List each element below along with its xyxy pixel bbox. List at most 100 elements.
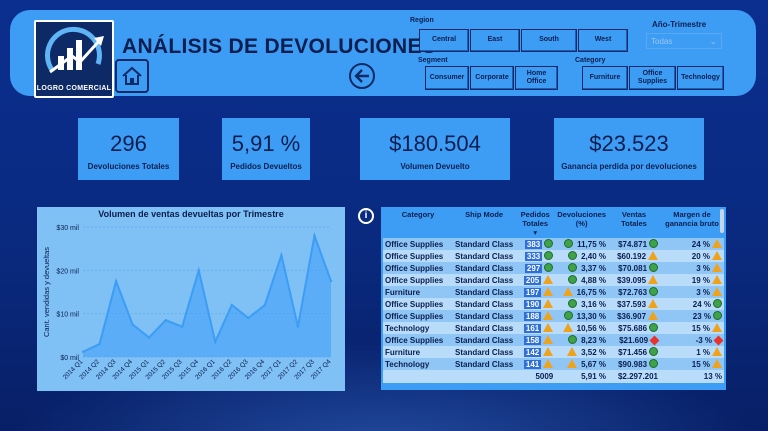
warning-triangle-icon: [543, 275, 554, 284]
column-header[interactable]: Category: [401, 210, 435, 219]
margen-value: -3 %: [695, 335, 713, 345]
returns-table: Category Ship Mode Pedidos Totales ▾ Devo…: [381, 207, 726, 390]
cell-category: Furniture: [383, 346, 453, 358]
cell-ship-mode: Standard Class: [453, 334, 516, 346]
ventas-value: $21.609: [619, 335, 649, 345]
ventas-value: $60.192: [617, 252, 647, 261]
back-button[interactable]: [349, 63, 375, 89]
devoluciones-value: 3,52 %: [581, 348, 607, 357]
segment-option-consumer[interactable]: Consumer: [425, 66, 469, 90]
table-row[interactable]: Office Supplies Standard Class 297 3,37 % $7…: [383, 262, 725, 274]
region-option-south[interactable]: South: [521, 29, 577, 52]
home-button[interactable]: [115, 59, 149, 93]
category-option-furniture[interactable]: Furniture: [582, 66, 628, 90]
kpi-ganancia-perdida: $23.523 Ganancia perdida por devolucione…: [554, 118, 704, 180]
column-header[interactable]: Ship Mode: [465, 210, 504, 219]
table-row[interactable]: Technology Standard Class 161 10,56 % $75.68…: [383, 322, 725, 334]
data-point: [98, 342, 101, 346]
warning-triangle-icon: [543, 359, 554, 368]
margen-value: 23 %: [692, 312, 712, 321]
data-point: [296, 325, 300, 328]
cell-margen: 19 %: [660, 274, 725, 286]
table-row[interactable]: Office Supplies Standard Class 205 4,88 % $3…: [383, 274, 725, 286]
table-row[interactable]: Furniture Standard Class 142 3,52 % $71.456 1…: [383, 346, 725, 358]
cell-pedidos: 205: [515, 274, 556, 286]
cell-pedidos: 188: [515, 310, 556, 322]
pedidos-value: 142: [523, 348, 542, 357]
cell-pedidos: 297: [515, 262, 556, 274]
cell-devoluciones: 4,88 %: [555, 274, 609, 286]
column-header[interactable]: Margen de ganancia bruto: [665, 210, 719, 228]
kpi-label: Ganancia perdida por devoluciones: [561, 162, 697, 171]
table-row[interactable]: Office Supplies Standard Class 383 11,75 % $…: [383, 238, 725, 250]
pedidos-value: 197: [523, 288, 542, 297]
cell-pedidos: 333: [515, 250, 556, 262]
cell-ship-mode: Standard Class: [453, 298, 516, 310]
table-row[interactable]: Office Supplies Standard Class 158 8,23 % $2…: [383, 334, 725, 346]
table-scrollbar[interactable]: [720, 209, 724, 233]
cell-devoluciones: 10,56 %: [555, 322, 609, 334]
green-circle-icon: [649, 263, 659, 272]
table-row[interactable]: Office Supplies Standard Class 190 3,16 % $3…: [383, 298, 725, 310]
column-header[interactable]: Ventas Totales: [621, 210, 647, 228]
cell-pedidos: 142: [515, 346, 556, 358]
category-option-technology[interactable]: Technology: [677, 66, 724, 90]
warning-triangle-icon: [648, 311, 659, 320]
green-circle-icon: [544, 251, 554, 260]
total-pedidos: 5009: [515, 370, 556, 383]
cell-margen: -3 %: [660, 334, 725, 346]
cell-devoluciones: 3,52 %: [555, 346, 609, 358]
warning-triangle-icon: [648, 251, 659, 260]
quarter-dropdown-value: Todas: [651, 37, 673, 46]
region-option-west[interactable]: West: [578, 29, 628, 52]
table-row[interactable]: Office Supplies Standard Class 188 13,30 % $…: [383, 310, 725, 322]
warning-triangle-icon: [648, 275, 659, 284]
category-option-office-supplies[interactable]: Office Supplies: [629, 66, 676, 90]
green-circle-icon: [568, 275, 578, 284]
data-point: [263, 303, 267, 307]
cell-margen: 23 %: [660, 310, 725, 322]
region-option-east[interactable]: East: [470, 29, 520, 52]
returns-area-chart[interactable]: Volumen de ventas devueltas por Trimestr…: [37, 207, 345, 391]
ventas-value: $36.907: [617, 312, 647, 321]
table-row[interactable]: Office Supplies Standard Class 333 2,40 % $6…: [383, 250, 725, 262]
segment-slicer-label: Segment: [418, 57, 448, 64]
cell-category: Office Supplies: [383, 298, 453, 310]
total-margen: 13 %: [660, 370, 725, 383]
segment-option-home-office[interactable]: Home Office: [515, 66, 558, 90]
quarter-dropdown[interactable]: Todas ⌄: [646, 33, 722, 49]
ventas-value: $72.763: [618, 288, 648, 297]
cell-ship-mode: Standard Class: [453, 250, 516, 262]
column-header[interactable]: Devoluciones (%): [557, 210, 607, 228]
cell-ventas: $74.871: [608, 238, 661, 250]
cell-margen: 1 %: [660, 346, 725, 358]
kpi-label: Volumen Devuelto: [400, 162, 470, 171]
pedidos-value: 141: [523, 360, 542, 369]
region-option-central[interactable]: Central: [419, 29, 469, 52]
page-title: ANÁLISIS DE DEVOLUCIONES: [122, 35, 437, 58]
cell-margen: 24 %: [660, 238, 725, 250]
devoluciones-value: 3,37 %: [581, 264, 607, 273]
table-row[interactable]: Furniture Standard Class 197 16,75 % $72.763…: [383, 286, 725, 298]
cell-ship-mode: Standard Class: [453, 286, 516, 298]
segment-option-corporate[interactable]: Corporate: [470, 66, 514, 90]
green-circle-icon: [544, 239, 554, 248]
data-point: [280, 253, 283, 257]
logo-text: LOGRO COMERCIAL: [36, 85, 112, 92]
data-point: [214, 340, 217, 344]
devoluciones-value: 10,56 %: [576, 324, 607, 333]
margen-value: 15 %: [691, 360, 711, 369]
column-header[interactable]: Pedidos Totales ▾: [515, 209, 555, 238]
cell-devoluciones: 5,67 %: [555, 358, 609, 370]
cell-category: Office Supplies: [383, 262, 453, 274]
info-icon[interactable]: i: [358, 208, 374, 224]
cell-pedidos: 190: [515, 298, 556, 310]
ventas-value: $90.983: [618, 360, 648, 369]
devoluciones-value: 5,67 %: [581, 360, 607, 369]
margen-value: 1 %: [696, 348, 711, 357]
margen-value: 3 %: [696, 288, 711, 297]
cell-category: Office Supplies: [383, 274, 453, 286]
data-point: [230, 303, 233, 307]
kpi-value: $23.523: [589, 131, 669, 156]
table-row[interactable]: Technology Standard Class 141 5,67 % $90.983…: [383, 358, 725, 370]
